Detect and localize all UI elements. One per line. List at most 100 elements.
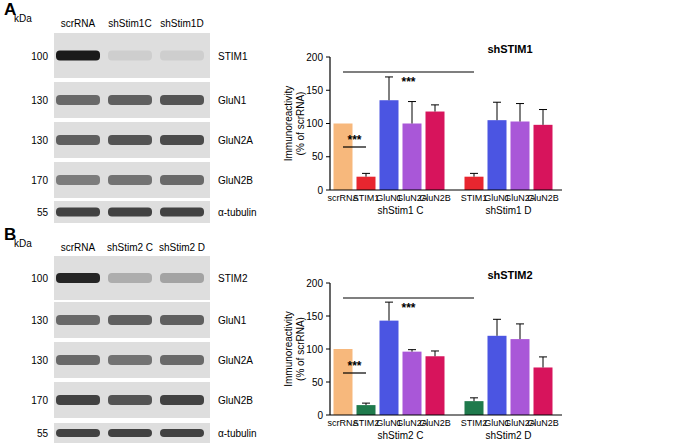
kda-marker: 130	[31, 95, 48, 106]
y-tick-label: 100	[306, 118, 323, 129]
bar	[426, 356, 445, 415]
band	[160, 355, 204, 365]
band	[160, 135, 204, 145]
kda-marker: 100	[31, 51, 48, 62]
significance-line	[343, 297, 474, 298]
kda-header: kDa	[14, 238, 32, 249]
y-axis-label: (% of scrRNA)	[295, 92, 306, 156]
bar	[488, 336, 507, 415]
bar	[357, 177, 376, 190]
band-label: GluN1	[218, 95, 247, 106]
band	[56, 135, 100, 145]
x-tick-label: GluN2B	[527, 418, 559, 428]
error-cap	[362, 403, 370, 404]
bar	[380, 100, 399, 190]
band	[56, 429, 100, 437]
band	[160, 95, 204, 105]
error-cap	[493, 102, 501, 103]
x-axis	[330, 189, 562, 190]
group-label: shStim2 C	[377, 430, 423, 441]
band-label: α-tubulin	[218, 207, 257, 218]
significance-label: ***	[347, 359, 361, 373]
blot-strip	[54, 382, 210, 418]
blot-strip	[54, 423, 210, 443]
band-label: GluN2A	[218, 355, 253, 366]
error-line	[412, 102, 413, 124]
kda-marker: 130	[31, 135, 48, 146]
band	[108, 51, 152, 61]
kda-marker: 130	[31, 355, 48, 366]
band	[56, 355, 100, 365]
y-axis-label: Immunoreactivity	[283, 311, 294, 387]
error-bar	[470, 398, 478, 401]
chart-title: shSTIM1	[487, 43, 532, 55]
kda-marker: 55	[37, 428, 49, 439]
band	[108, 135, 152, 145]
band	[108, 355, 152, 365]
error-line	[497, 102, 498, 120]
error-bar	[493, 319, 501, 336]
error-cap	[408, 349, 416, 350]
band	[56, 395, 100, 405]
band	[160, 429, 204, 437]
y-tick-label: 50	[312, 151, 324, 162]
error-cap	[385, 302, 393, 303]
y-tick	[326, 156, 330, 157]
y-tick-label: 150	[306, 311, 323, 322]
error-cap	[516, 323, 524, 324]
error-line	[543, 357, 544, 368]
error-line	[543, 110, 544, 125]
error-bar	[431, 105, 439, 112]
band	[108, 429, 152, 437]
error-line	[389, 302, 390, 320]
x-tick-label: GluN2B	[419, 418, 451, 428]
band	[160, 51, 204, 61]
y-axis-label: Immunoreactivity	[283, 86, 294, 162]
group-label: shStim1 D	[485, 205, 531, 216]
group-label: shStim1 C	[377, 205, 423, 216]
band	[56, 208, 100, 217]
error-bar	[362, 403, 370, 405]
error-bar	[385, 302, 393, 320]
bar	[403, 352, 422, 415]
blot-strip	[54, 122, 210, 158]
error-bar	[516, 104, 524, 122]
kda-marker: 170	[31, 395, 48, 406]
band-label: α-tubulin	[218, 428, 257, 439]
kda-marker: 100	[31, 273, 48, 284]
band	[108, 395, 152, 405]
error-bar	[470, 173, 478, 176]
band-label: STIM1	[218, 51, 248, 62]
significance-label: ***	[401, 75, 415, 89]
figure: AkDascrRNAshStim1CshStim1DSTIM1100GluN11…	[0, 0, 685, 445]
band	[160, 395, 204, 405]
blot-strip	[54, 82, 210, 118]
bar	[511, 339, 530, 415]
blot-strip	[54, 256, 210, 300]
y-tick-label: 0	[317, 185, 323, 196]
chart-title: shSTIM2	[487, 269, 532, 281]
error-cap	[470, 173, 478, 174]
error-cap	[493, 319, 501, 320]
error-bar	[408, 102, 416, 124]
x-axis	[330, 414, 562, 415]
bar	[357, 405, 376, 415]
error-bar	[431, 351, 439, 356]
error-cap	[385, 76, 393, 77]
band-label: GluN2B	[218, 395, 253, 406]
band	[56, 315, 100, 325]
band	[108, 95, 152, 105]
error-cap	[539, 109, 547, 110]
band-label: STIM2	[218, 273, 248, 284]
bar	[534, 125, 553, 190]
x-tick-label: GluN2B	[419, 193, 451, 203]
bar	[403, 124, 422, 191]
y-tick	[326, 283, 330, 284]
y-tick	[326, 415, 330, 416]
error-bar	[385, 77, 393, 100]
kda-marker: 130	[31, 315, 48, 326]
kda-header: kDa	[14, 13, 32, 24]
blot-strip	[54, 201, 210, 223]
kda-marker: 55	[37, 207, 49, 218]
band	[108, 208, 152, 217]
